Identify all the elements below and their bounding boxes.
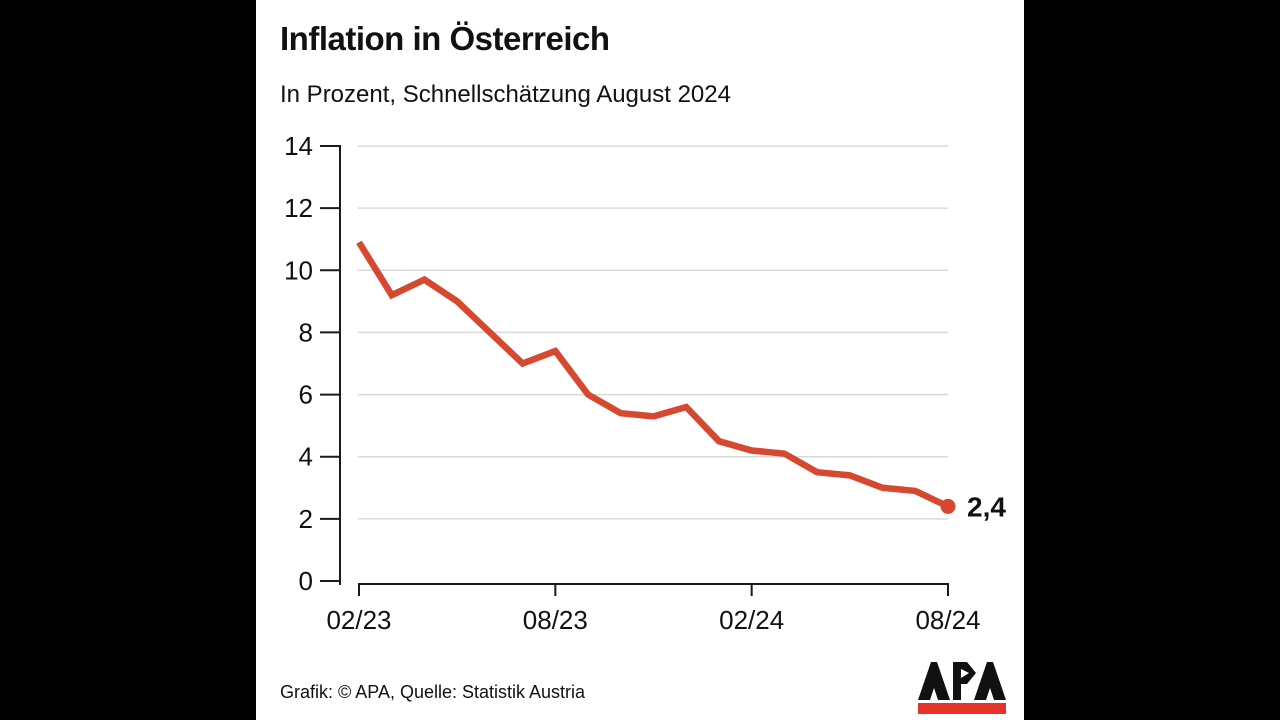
x-axis-label: 02/24 [719, 605, 784, 635]
inflation-line [356, 240, 950, 510]
y-axis-label: 4 [299, 442, 313, 472]
x-axis: 02/23 08/23 02/24 08/24 [326, 583, 981, 635]
end-point-dot [940, 498, 956, 514]
y-axis-label: 12 [284, 193, 313, 223]
y-axis: 0 2 4 6 8 10 12 14 [284, 131, 341, 596]
chart-subtitle: In Prozent, Schnellschätzung August 2024 [280, 81, 731, 108]
y-axis-label: 0 [299, 566, 313, 596]
y-axis-label: 2 [299, 504, 313, 534]
y-axis-label: 6 [299, 380, 313, 410]
gridlines [358, 145, 948, 520]
apa-logo-red-bar [918, 703, 1006, 714]
apa-logo-letters [918, 662, 1006, 700]
x-axis-label: 08/24 [915, 605, 980, 635]
y-axis-label: 14 [284, 131, 313, 161]
y-axis-label: 10 [284, 255, 313, 285]
source-credit: Grafik: © APA, Quelle: Statistik Austria [280, 682, 586, 702]
end-value-label: 2,4 [967, 491, 1006, 522]
infographic-panel: Inflation in Österreich In Prozent, Schn… [256, 0, 1024, 720]
x-axis-label: 02/23 [326, 605, 391, 635]
chart-title: Inflation in Österreich [280, 20, 610, 57]
x-axis-label: 08/23 [523, 605, 588, 635]
inflation-line-chart: 0 2 4 6 8 10 12 14 02/23 08/23 02/24 08/24 2,4 [284, 131, 1006, 635]
apa-logo [918, 660, 1006, 714]
y-axis-label: 8 [299, 317, 313, 347]
apa-logo-mark [918, 662, 1006, 714]
